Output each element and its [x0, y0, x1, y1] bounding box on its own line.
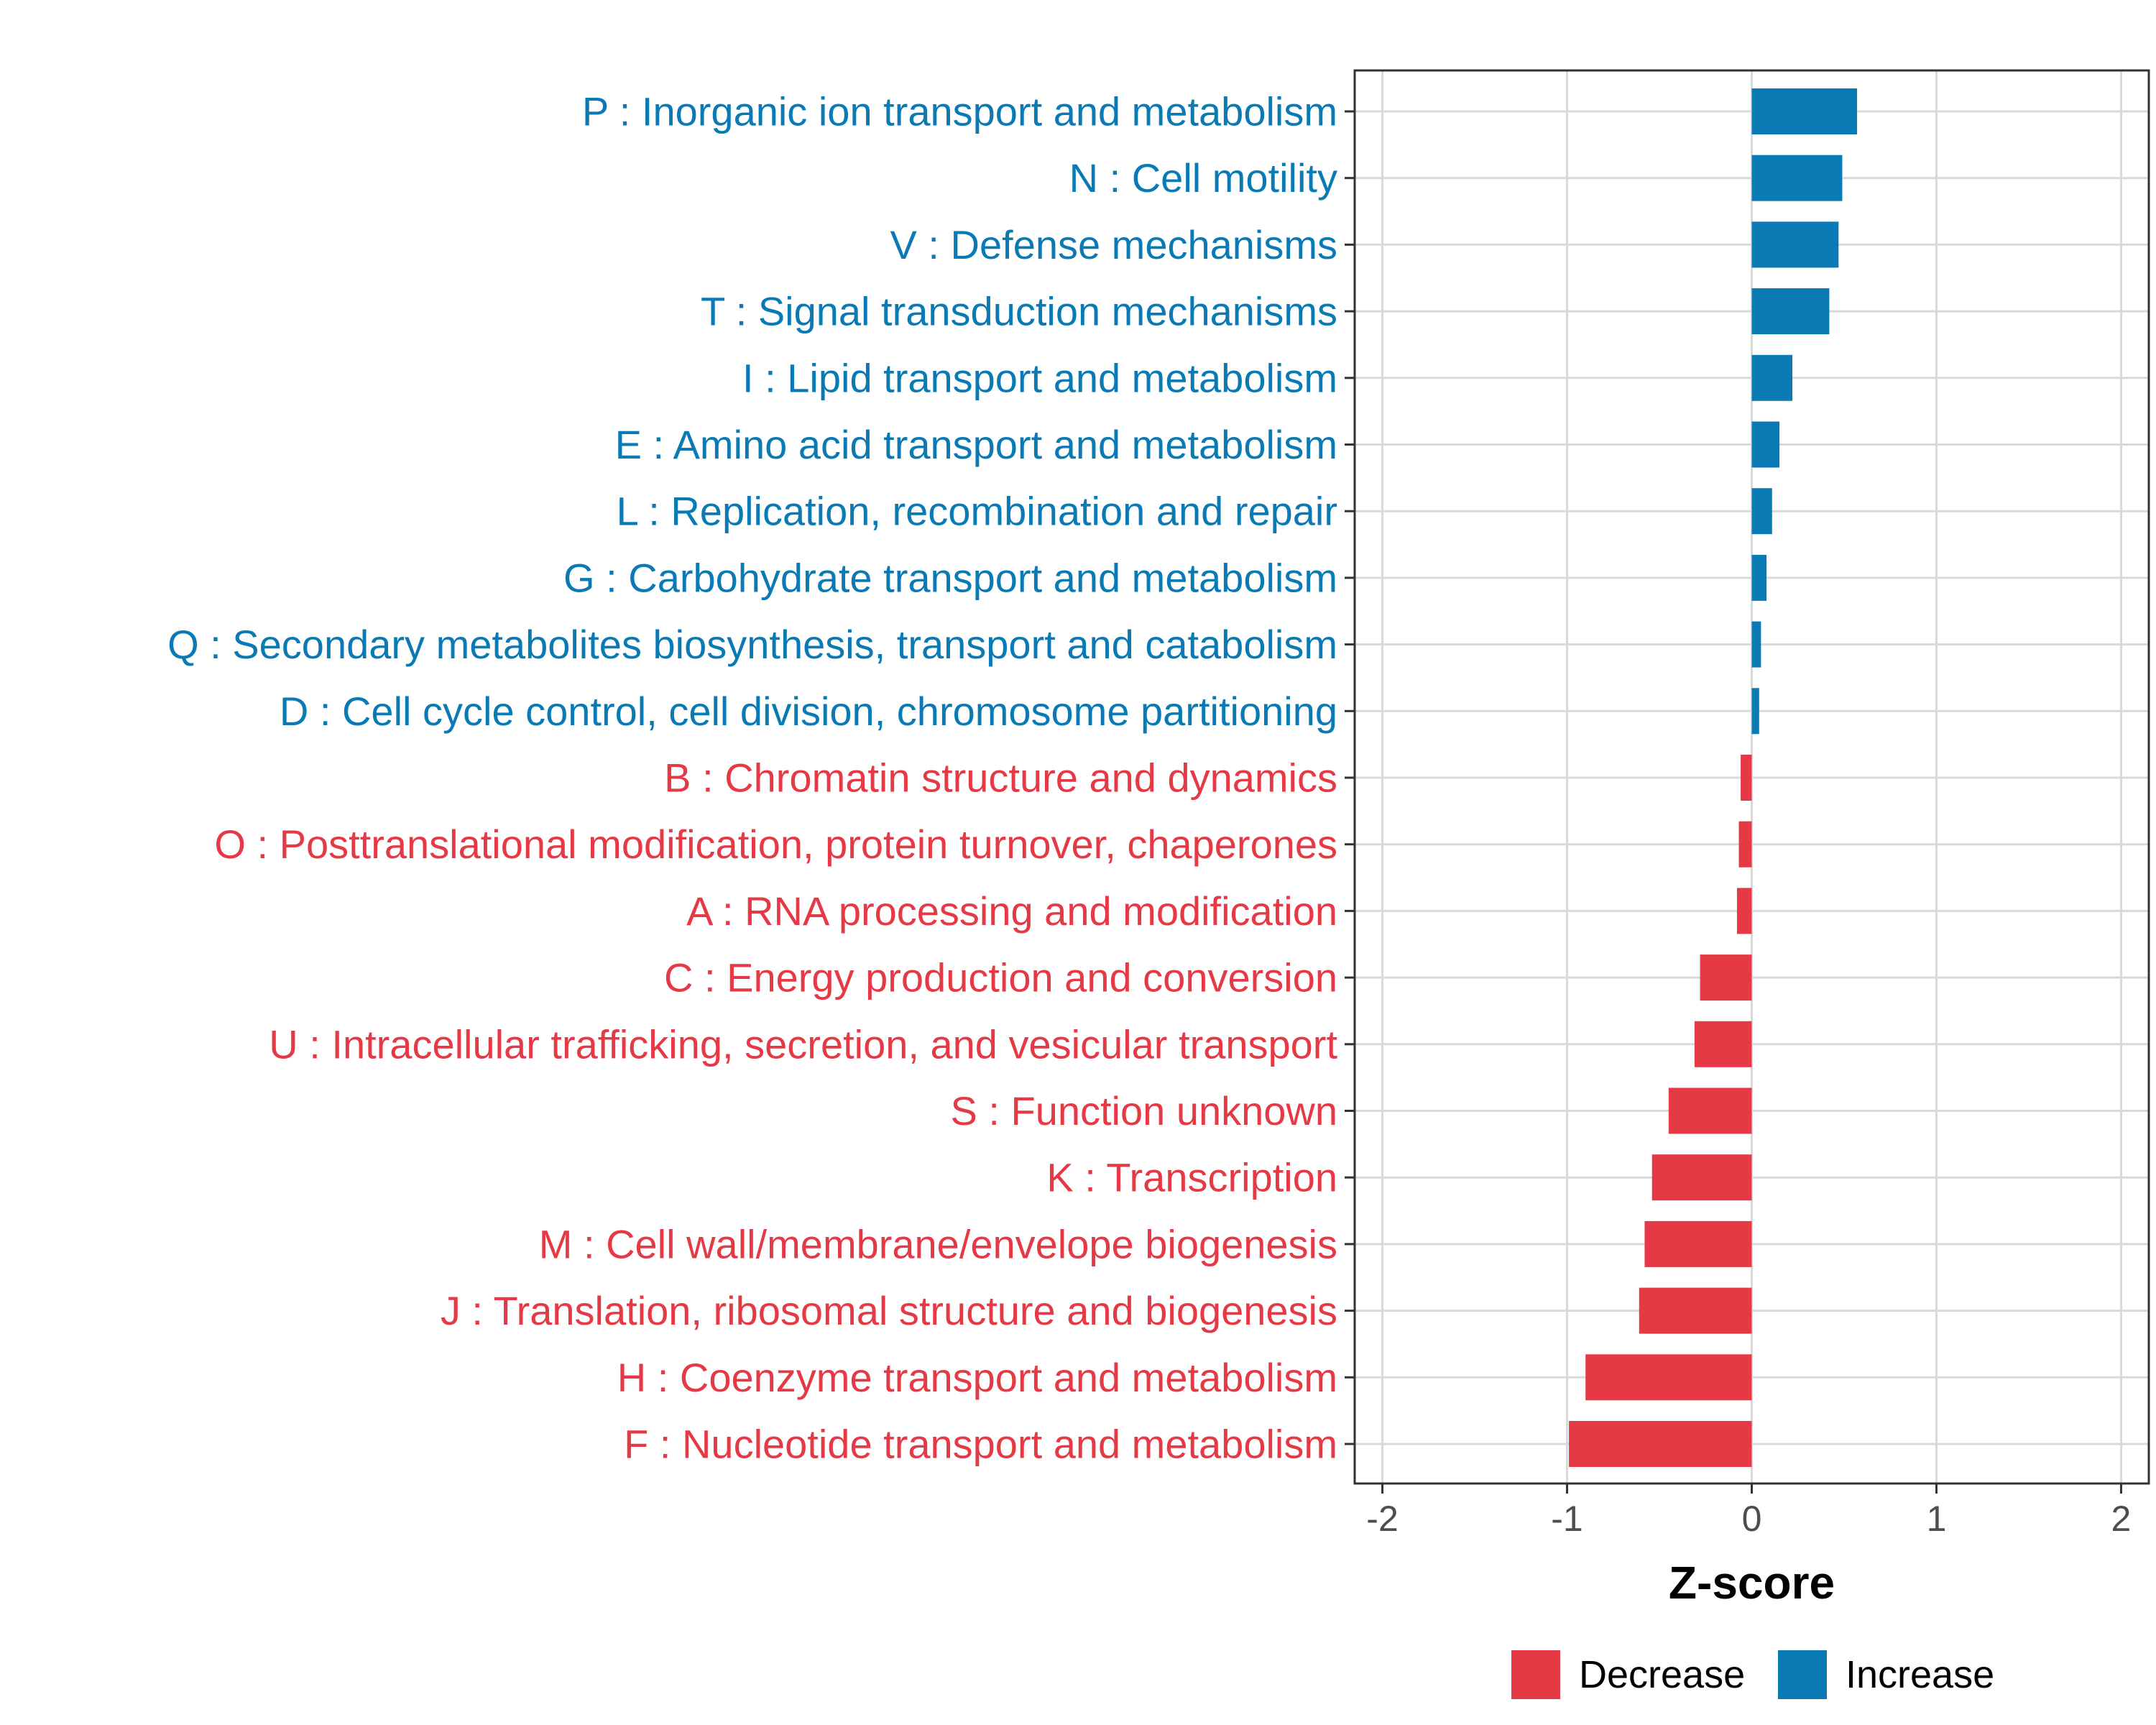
x-tick-label: 1 — [1927, 1499, 1947, 1539]
category-label: Q : Secondary metabolites biosynthesis, … — [167, 622, 1337, 667]
y-axis: P : Inorganic ion transport and metaboli… — [167, 89, 1355, 1467]
category-label: C : Energy production and conversion — [664, 955, 1337, 1000]
legend-label: Increase — [1846, 1653, 1994, 1696]
category-label: H : Coenzyme transport and metabolism — [617, 1355, 1337, 1400]
category-label: L : Replication, recombination and repai… — [617, 489, 1337, 534]
bar — [1569, 1421, 1752, 1467]
bar — [1585, 1354, 1752, 1401]
bar — [1751, 488, 1772, 535]
legend-swatch — [1511, 1650, 1560, 1699]
bar — [1651, 1154, 1752, 1201]
legend-swatch — [1778, 1650, 1827, 1699]
category-label: N : Cell motility — [1069, 155, 1337, 201]
bar — [1751, 421, 1780, 468]
x-axis: -2 -1 0 1 2 — [1366, 1484, 2131, 1539]
bar — [1639, 1287, 1752, 1334]
category-label: F : Nucleotide transport and metabolism — [624, 1422, 1337, 1467]
bar — [1751, 354, 1793, 401]
category-label: J : Translation, ribosomal structure and… — [441, 1288, 1337, 1333]
legend-label: Decrease — [1579, 1653, 1745, 1696]
category-label: K : Transcription — [1046, 1155, 1337, 1200]
category-label: M : Cell wall/membrane/envelope biogenes… — [539, 1221, 1337, 1266]
category-label: T : Signal transduction mechanisms — [701, 289, 1337, 334]
bar — [1700, 954, 1752, 1001]
bar — [1751, 554, 1767, 601]
x-axis-title: Z-score — [1669, 1557, 1835, 1609]
x-tick-label: 2 — [2111, 1499, 2132, 1539]
bar — [1694, 1021, 1752, 1067]
bar — [1751, 288, 1830, 335]
x-tick-label: 0 — [1742, 1499, 1762, 1539]
bar — [1751, 621, 1761, 668]
bars — [1569, 88, 1857, 1467]
category-label: G : Carbohydrate transport and metabolis… — [563, 555, 1337, 600]
category-label: O : Posttranslational modification, prot… — [214, 822, 1337, 867]
bar — [1751, 221, 1839, 268]
category-label: U : Intracellular trafficking, secretion… — [269, 1021, 1337, 1067]
bar — [1751, 88, 1857, 134]
category-label: B : Chromatin structure and dynamics — [664, 755, 1337, 801]
category-label: P : Inorganic ion transport and metaboli… — [582, 89, 1337, 134]
category-label: V : Defense mechanisms — [890, 222, 1337, 267]
x-tick-label: -2 — [1366, 1499, 1398, 1539]
bar — [1751, 155, 1843, 201]
bar — [1736, 888, 1752, 934]
x-tick-label: -1 — [1551, 1499, 1583, 1539]
category-label: A : RNA processing and modification — [686, 888, 1337, 934]
category-label: D : Cell cycle control, cell division, c… — [280, 689, 1337, 734]
bar — [1644, 1220, 1752, 1267]
category-label: E : Amino acid transport and metabolism — [615, 422, 1337, 467]
bar — [1738, 821, 1752, 868]
category-label: S : Function unknown — [950, 1088, 1337, 1133]
bar — [1751, 688, 1759, 735]
legend: Decrease Increase — [1511, 1650, 1994, 1699]
category-label: I : Lipid transport and metabolism — [742, 355, 1337, 400]
bar — [1741, 755, 1752, 801]
bar — [1668, 1087, 1752, 1134]
